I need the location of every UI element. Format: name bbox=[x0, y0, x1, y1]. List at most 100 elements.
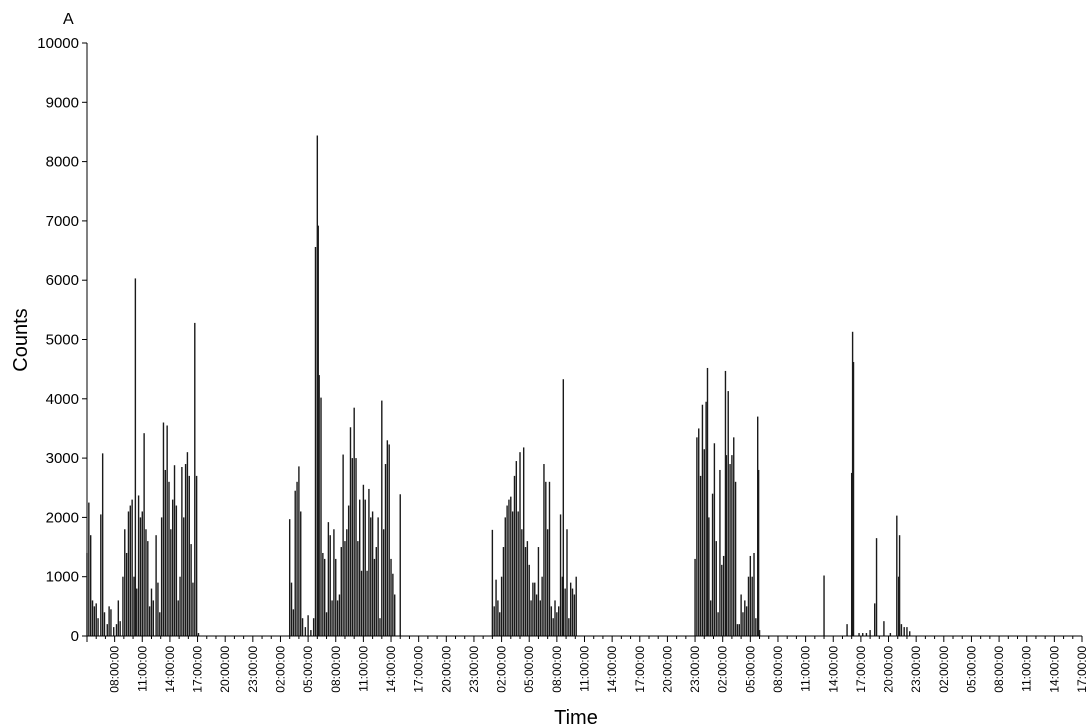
bar bbox=[558, 606, 560, 636]
bar bbox=[519, 452, 521, 636]
bar bbox=[106, 624, 108, 636]
bar bbox=[701, 404, 704, 636]
bar bbox=[125, 552, 128, 636]
bar bbox=[508, 499, 510, 636]
bar bbox=[526, 541, 529, 636]
bar bbox=[290, 582, 293, 636]
bar bbox=[500, 576, 503, 636]
bar bbox=[362, 484, 365, 636]
bar bbox=[851, 331, 854, 636]
x-tick-label: 23:00:00 bbox=[909, 646, 923, 693]
x-tick-label: 17:00:00 bbox=[633, 646, 647, 693]
y-axis-title: Counts bbox=[10, 308, 32, 371]
y-tick-label: 0 bbox=[71, 628, 79, 645]
bar bbox=[304, 627, 307, 636]
bar bbox=[757, 469, 760, 636]
bar bbox=[869, 630, 871, 636]
bar bbox=[110, 609, 112, 636]
bar bbox=[155, 535, 157, 636]
bar bbox=[745, 606, 748, 636]
bar bbox=[386, 440, 389, 636]
bar bbox=[101, 453, 104, 636]
bar bbox=[858, 633, 860, 636]
bar bbox=[166, 425, 168, 636]
bar bbox=[379, 618, 381, 636]
bar bbox=[747, 576, 750, 636]
bar bbox=[575, 576, 577, 636]
y-tick-label: 7000 bbox=[46, 213, 79, 230]
bar bbox=[399, 494, 401, 636]
bar bbox=[548, 481, 551, 636]
bar bbox=[706, 367, 709, 636]
bar bbox=[528, 564, 530, 636]
bar bbox=[360, 570, 363, 636]
bar bbox=[113, 627, 115, 636]
bar bbox=[108, 606, 110, 636]
bar bbox=[145, 529, 147, 636]
bar bbox=[381, 400, 383, 636]
bar bbox=[173, 465, 176, 636]
bar bbox=[139, 517, 142, 636]
bar bbox=[119, 621, 121, 636]
bar bbox=[534, 582, 536, 636]
bar bbox=[351, 458, 354, 636]
bar bbox=[906, 627, 908, 636]
bar bbox=[373, 558, 376, 636]
bars bbox=[86, 135, 911, 637]
bar bbox=[900, 624, 903, 636]
bar bbox=[753, 552, 755, 636]
bar bbox=[493, 606, 495, 636]
bar bbox=[310, 630, 312, 636]
bar bbox=[561, 576, 564, 636]
y-tick-label: 5000 bbox=[46, 332, 79, 349]
bar bbox=[537, 547, 540, 636]
bar bbox=[186, 452, 189, 636]
bar bbox=[562, 379, 565, 636]
bar bbox=[755, 618, 757, 636]
bar bbox=[524, 547, 527, 636]
bar bbox=[331, 600, 333, 636]
bar bbox=[382, 529, 385, 636]
x-tick-label: 08:00:00 bbox=[771, 646, 785, 693]
bar bbox=[344, 541, 346, 636]
x-tick-label: 14:00:00 bbox=[826, 646, 840, 693]
bar bbox=[307, 615, 309, 636]
bar bbox=[852, 362, 855, 636]
x-tick-label: 08:00:00 bbox=[992, 646, 1006, 693]
bar bbox=[521, 529, 523, 636]
x-tick-label: 11:00:00 bbox=[135, 646, 149, 692]
bar bbox=[568, 618, 570, 636]
bar bbox=[179, 576, 181, 636]
x-tick-label: 14:00:00 bbox=[163, 646, 177, 693]
bar bbox=[195, 475, 198, 636]
bar bbox=[97, 618, 99, 636]
bar bbox=[513, 475, 516, 636]
x-tick-label: 11:00:00 bbox=[1020, 646, 1034, 692]
bar bbox=[122, 576, 124, 636]
bar bbox=[749, 555, 752, 636]
bar bbox=[719, 469, 721, 636]
bar bbox=[862, 633, 864, 636]
bar bbox=[713, 443, 716, 636]
panel-label: A bbox=[63, 11, 74, 28]
bar bbox=[896, 515, 898, 636]
bar bbox=[150, 588, 153, 636]
bar bbox=[734, 481, 737, 636]
x-tick-label: 02:00:00 bbox=[495, 646, 509, 693]
y-tick-label: 8000 bbox=[46, 154, 79, 171]
x-tick-label: 05:00:00 bbox=[964, 646, 978, 693]
bar bbox=[183, 517, 185, 636]
bar bbox=[147, 541, 149, 636]
bar bbox=[532, 582, 534, 636]
bar bbox=[510, 496, 512, 636]
x-tick-label: 08:00:00 bbox=[108, 646, 122, 693]
bar bbox=[384, 464, 387, 636]
bar bbox=[115, 624, 118, 636]
bar bbox=[129, 505, 131, 636]
bar bbox=[694, 558, 696, 636]
bar bbox=[88, 502, 90, 636]
bar bbox=[323, 558, 326, 636]
bar bbox=[865, 633, 868, 636]
bar bbox=[724, 370, 727, 636]
y-tick-label: 1000 bbox=[46, 569, 79, 586]
